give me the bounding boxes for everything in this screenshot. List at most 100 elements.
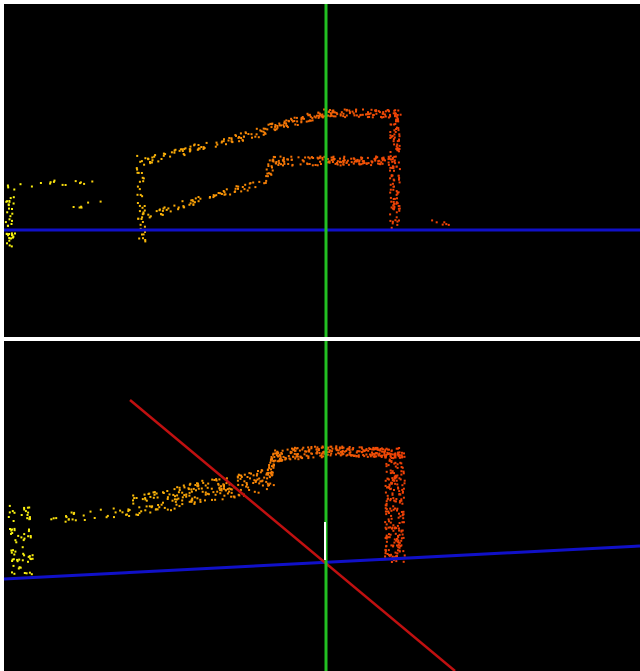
point — [139, 210, 141, 212]
point — [9, 505, 11, 507]
point — [390, 453, 392, 455]
point — [163, 153, 165, 155]
point — [240, 478, 242, 480]
point — [238, 474, 240, 476]
point — [388, 520, 390, 522]
point — [339, 448, 341, 450]
point — [379, 449, 381, 451]
point — [269, 123, 271, 125]
point — [142, 180, 144, 182]
point — [188, 487, 190, 489]
point — [200, 501, 202, 503]
point — [436, 221, 438, 223]
point — [13, 520, 15, 522]
point — [398, 490, 400, 492]
point — [286, 125, 288, 127]
point — [175, 501, 177, 503]
point — [340, 164, 342, 166]
point — [392, 222, 394, 224]
point — [80, 181, 82, 183]
point — [288, 455, 290, 457]
point — [341, 447, 343, 449]
point — [332, 161, 334, 163]
point — [367, 111, 369, 113]
point — [371, 452, 373, 454]
point — [355, 111, 357, 113]
point — [335, 454, 337, 456]
point — [389, 131, 391, 133]
point — [391, 472, 393, 474]
point — [386, 454, 388, 456]
point — [189, 148, 191, 150]
point — [389, 536, 391, 538]
point — [141, 195, 143, 197]
point — [319, 156, 321, 158]
point — [166, 209, 168, 211]
point — [401, 503, 403, 505]
point — [391, 518, 393, 520]
point — [162, 491, 164, 493]
point — [390, 189, 392, 191]
point — [11, 220, 13, 222]
point — [397, 119, 399, 121]
point — [384, 521, 386, 523]
point — [365, 113, 367, 115]
point — [399, 500, 401, 502]
point — [240, 190, 242, 192]
point — [399, 462, 401, 464]
point — [136, 497, 138, 499]
point — [139, 205, 141, 207]
point — [234, 191, 236, 193]
point — [237, 476, 239, 478]
point — [139, 512, 141, 514]
point — [303, 118, 305, 120]
point — [176, 504, 178, 506]
point — [176, 486, 178, 488]
point — [161, 504, 163, 506]
point — [223, 190, 225, 192]
point — [385, 463, 387, 465]
point — [338, 449, 340, 451]
point — [330, 446, 332, 448]
point — [333, 111, 335, 113]
point — [222, 498, 224, 500]
point — [395, 533, 397, 535]
point — [399, 135, 401, 137]
point — [15, 541, 17, 543]
point — [189, 492, 191, 494]
point — [191, 491, 193, 493]
point — [280, 457, 282, 459]
point — [302, 447, 304, 449]
point — [142, 177, 144, 179]
point — [385, 110, 387, 112]
point — [233, 496, 235, 498]
point — [393, 143, 395, 145]
point — [396, 197, 398, 199]
point — [398, 542, 400, 544]
point — [390, 124, 392, 126]
point — [285, 119, 287, 121]
point — [228, 487, 230, 489]
point — [367, 116, 369, 118]
point — [190, 488, 192, 490]
point — [396, 480, 398, 482]
point — [287, 163, 289, 165]
point — [184, 486, 186, 488]
point — [399, 457, 401, 459]
point — [178, 491, 180, 493]
point — [174, 508, 176, 510]
point — [395, 115, 397, 117]
point — [194, 201, 196, 203]
point — [205, 492, 207, 494]
point — [150, 215, 152, 217]
point — [11, 560, 13, 562]
point — [173, 152, 175, 154]
point — [154, 491, 156, 493]
point — [216, 491, 218, 493]
point — [65, 184, 67, 186]
point — [137, 202, 139, 204]
point — [319, 161, 321, 163]
point — [353, 112, 355, 114]
point — [204, 147, 206, 149]
point — [10, 197, 12, 199]
